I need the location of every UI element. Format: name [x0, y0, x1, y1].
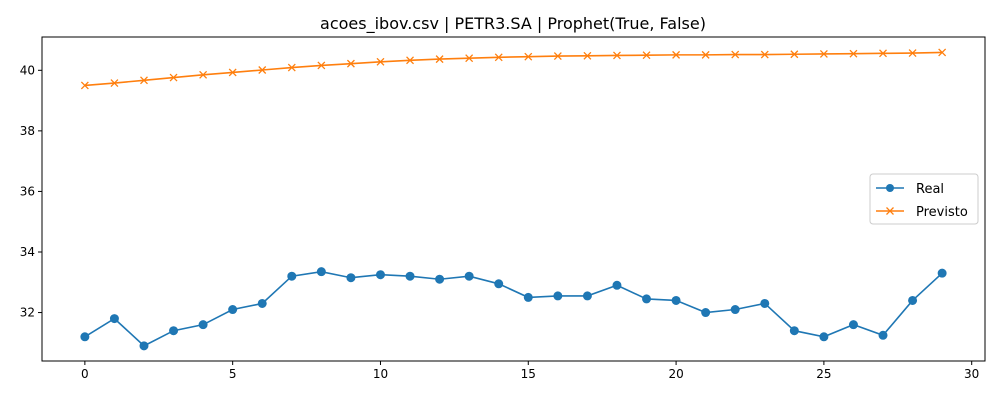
chart-title: acoes_ibov.csv | PETR3.SA | Prophet(True…: [320, 14, 706, 34]
data-point: [199, 70, 208, 79]
series-line-previsto: [84, 51, 943, 87]
series-real: [80, 267, 947, 351]
data-point: [376, 57, 385, 66]
data-point: [612, 280, 622, 290]
data-point: [406, 56, 414, 65]
data-point: [405, 271, 415, 281]
x-tick-label: 25: [816, 367, 831, 381]
data-point: [228, 305, 238, 315]
data-point: [642, 294, 652, 304]
series-line-real: [84, 270, 943, 347]
data-point: [730, 305, 740, 315]
data-point: [701, 50, 710, 59]
data-point: [760, 298, 770, 308]
data-point: [908, 49, 917, 58]
data-point: [849, 49, 858, 58]
data-point: [110, 79, 119, 87]
x-tick-label: 10: [373, 367, 388, 381]
data-point: [553, 291, 563, 301]
data-point: [731, 50, 740, 59]
series-layer: [80, 48, 947, 351]
data-point: [671, 295, 681, 305]
data-point: [582, 291, 592, 301]
legend-marker: [886, 184, 894, 192]
data-point: [464, 271, 474, 281]
series-previsto: [80, 48, 947, 90]
legend-label: Real: [916, 182, 944, 197]
x-tick-label: 0: [81, 367, 89, 381]
data-point: [848, 320, 858, 330]
data-point: [287, 63, 296, 72]
data-point: [109, 314, 119, 324]
data-point: [169, 326, 179, 336]
data-point: [435, 55, 444, 64]
data-point: [140, 76, 148, 85]
data-point: [317, 61, 326, 70]
y-tick-label: 38: [20, 124, 35, 138]
y-tick-label: 34: [20, 245, 35, 259]
data-point: [435, 274, 445, 284]
data-point: [583, 51, 592, 60]
data-point: [790, 50, 799, 59]
data-point: [316, 267, 326, 277]
data-point: [937, 268, 947, 278]
data-point: [524, 52, 533, 61]
data-point: [672, 50, 681, 59]
data-point: [523, 292, 533, 302]
data-point: [228, 68, 237, 77]
data-point: [139, 341, 149, 351]
legend-label: Previsto: [916, 205, 968, 220]
legend: Real Previsto: [869, 173, 979, 225]
data-point: [878, 330, 888, 340]
y-tick-label: 36: [20, 184, 35, 198]
data-point: [257, 298, 267, 308]
data-point: [789, 326, 799, 336]
data-point: [465, 54, 474, 63]
x-tick-label: 20: [668, 367, 683, 381]
data-point: [819, 49, 828, 58]
y-tick-label: 40: [20, 63, 35, 77]
data-point: [701, 308, 711, 318]
x-tick-label: 30: [964, 367, 979, 381]
plot-frame: [41, 36, 986, 362]
data-point: [346, 59, 355, 68]
data-point: [494, 53, 503, 62]
data-point: [375, 270, 385, 280]
x-tick-label: 5: [229, 367, 237, 381]
data-point: [642, 51, 651, 60]
data-point: [553, 52, 562, 61]
data-point: [198, 320, 208, 330]
data-point: [346, 273, 356, 283]
data-point: [287, 271, 297, 281]
x-tick-label: 15: [521, 367, 536, 381]
data-point: [760, 50, 769, 59]
data-point: [169, 73, 178, 82]
plot-area: 0 5 10 15 20 25 30 32 34 36 38 40: [20, 36, 986, 381]
y-tick-label: 32: [20, 306, 35, 320]
data-point: [80, 81, 89, 90]
data-point: [819, 332, 829, 342]
data-point: [938, 48, 947, 57]
data-point: [613, 51, 621, 60]
data-point: [258, 66, 267, 74]
data-point: [80, 332, 90, 342]
data-point: [908, 295, 918, 305]
legend-marker: [886, 207, 894, 215]
data-point: [494, 279, 504, 289]
data-point: [879, 49, 887, 58]
